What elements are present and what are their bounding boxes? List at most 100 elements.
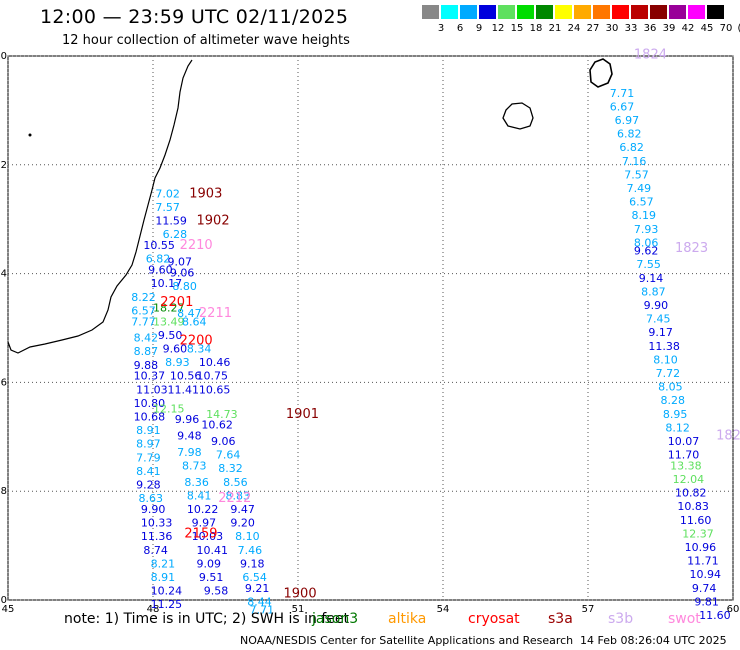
pass-time-label: 2200 xyxy=(180,333,213,348)
wave-height-label: 8.44 xyxy=(247,595,272,608)
wave-height-label: 6.67 xyxy=(610,100,635,113)
wave-height-label: 9.17 xyxy=(648,326,673,339)
wave-height-label: 6.57 xyxy=(629,196,654,209)
wave-height-label: 8.83 xyxy=(226,489,251,502)
scale-swatch xyxy=(555,5,572,19)
scale-label: 27 xyxy=(586,23,600,34)
scale-label: 18 xyxy=(529,23,543,34)
wave-height-label: 10.37 xyxy=(134,370,166,383)
wave-height-label: 9.28 xyxy=(136,478,161,491)
wave-height-label: 7.72 xyxy=(656,367,681,380)
wave-height-label: 6.82 xyxy=(617,128,642,141)
pass-time-label: 1901 xyxy=(286,407,319,422)
wave-height-label: 8.93 xyxy=(165,356,190,369)
wave-height-label: 9.21 xyxy=(245,582,269,595)
wave-height-label: 8.32 xyxy=(218,462,243,475)
wave-height-label: 8.97 xyxy=(136,438,161,451)
wave-height-label: 10.56 xyxy=(170,370,202,383)
pass-time-label: 2201 xyxy=(160,295,193,310)
wave-height-label: 9.81 xyxy=(694,595,719,608)
wave-height-label: 10.22 xyxy=(187,503,219,516)
wave-height-label: 9.09 xyxy=(197,557,222,570)
scale-label: 42 xyxy=(681,23,695,34)
wave-height-label: 6.54 xyxy=(242,571,267,584)
wave-height-label: 8.34 xyxy=(187,342,212,355)
wave-height-label: 7.02 xyxy=(155,187,180,200)
wave-height-label: 9.47 xyxy=(230,503,255,516)
scale-label: 15 xyxy=(510,23,524,34)
wave-height-label: 9.48 xyxy=(177,430,202,443)
scale-swatch xyxy=(517,5,534,19)
wave-height-label: 7.55 xyxy=(636,258,661,271)
wave-height-label: 8.28 xyxy=(661,394,686,407)
wave-height-label: 9.90 xyxy=(644,299,669,312)
wave-height-label: 7.79 xyxy=(136,451,161,464)
scale-label: 45 xyxy=(700,23,714,34)
wave-height-label: 8.56 xyxy=(223,476,248,489)
legend-jason3: jason3 xyxy=(312,611,359,627)
lat-tick-label: -26 xyxy=(0,377,7,388)
wave-height-label: 9.06 xyxy=(211,435,236,448)
wave-height-label: 8.22 xyxy=(131,291,156,304)
scale-label: 24 xyxy=(567,23,581,34)
wave-height-label: 7.93 xyxy=(634,223,659,236)
mauritius-island xyxy=(589,58,613,88)
wave-height-label: 11.71 xyxy=(687,555,719,568)
pass-time-label: 2211 xyxy=(199,306,232,321)
scale-swatch xyxy=(422,5,439,19)
scale-swatch xyxy=(593,5,610,19)
lon-tick-label: 51 xyxy=(292,604,305,615)
wave-height-label: 8.64 xyxy=(182,315,207,328)
wave-height-label: 9.58 xyxy=(204,585,229,598)
pass-time-label: 182 xyxy=(716,429,740,444)
wave-height-label: 8.87 xyxy=(641,285,666,298)
wave-height-label: 9.96 xyxy=(175,413,200,426)
scale-swatch xyxy=(650,5,667,19)
wave-height-label: 11.59 xyxy=(155,215,187,228)
legend-cryosat: cryosat xyxy=(468,611,520,627)
lat-tick-label: -20 xyxy=(0,51,7,62)
wave-height-label: 7.71 xyxy=(250,604,275,617)
wave-height-label: 10.94 xyxy=(690,568,722,581)
wave-height-label: 8.21 xyxy=(151,557,176,570)
wave-height-label: 8.19 xyxy=(632,209,657,222)
wave-height-label: 9.74 xyxy=(692,582,717,595)
wave-height-label: 9.90 xyxy=(141,503,166,516)
lon-tick-label: 54 xyxy=(437,604,450,615)
wave-height-label: 9.18 xyxy=(240,557,265,570)
wave-height-label: 10.75 xyxy=(197,370,229,383)
wave-height-label: 10.41 xyxy=(197,544,229,557)
pass-time-label: 1824 xyxy=(634,48,667,63)
wave-height-label: 8.47 xyxy=(177,307,202,320)
wave-height-label: 7.16 xyxy=(622,155,647,168)
wave-height-label: 13.49 xyxy=(153,315,185,328)
scale-label: 6 xyxy=(456,23,464,34)
pass-time-label: 1902 xyxy=(197,214,230,229)
pass-time-label: 1900 xyxy=(284,586,317,601)
legend-s3a: s3a xyxy=(548,611,573,627)
scale-swatch xyxy=(441,5,458,19)
credit-line: NOAA/NESDIS Center for Satellite Applica… xyxy=(240,634,574,647)
wave-height-label: 9.62 xyxy=(634,245,659,258)
wave-height-label: 7.57 xyxy=(155,201,180,214)
lon-tick-label: 57 xyxy=(582,604,595,615)
scale-label: 30 xyxy=(605,23,619,34)
wave-height-label: 7.71 xyxy=(610,87,635,100)
wave-height-label: 8.91 xyxy=(136,424,161,437)
legend-altika: altika xyxy=(388,611,427,627)
islet xyxy=(28,133,32,137)
pass-time-label: 2212 xyxy=(218,491,251,506)
scale-swatch xyxy=(612,5,629,19)
wave-height-label: 8.73 xyxy=(182,459,207,472)
wave-height-label: 8.91 xyxy=(151,571,176,584)
wave-height-label: 7.49 xyxy=(627,182,652,195)
lon-tick-label: 60 xyxy=(727,604,740,615)
map-subtitle: 12 hour collection of altimeter wave hei… xyxy=(62,33,350,48)
wave-height-label: 9.88 xyxy=(134,359,159,372)
lat-lon-grid xyxy=(7,55,734,601)
wave-height-label: 8.80 xyxy=(172,280,197,293)
wave-height-label: 8.10 xyxy=(235,530,260,543)
scale-label: 33 xyxy=(624,23,638,34)
lat-tick-label: -22 xyxy=(0,160,7,171)
